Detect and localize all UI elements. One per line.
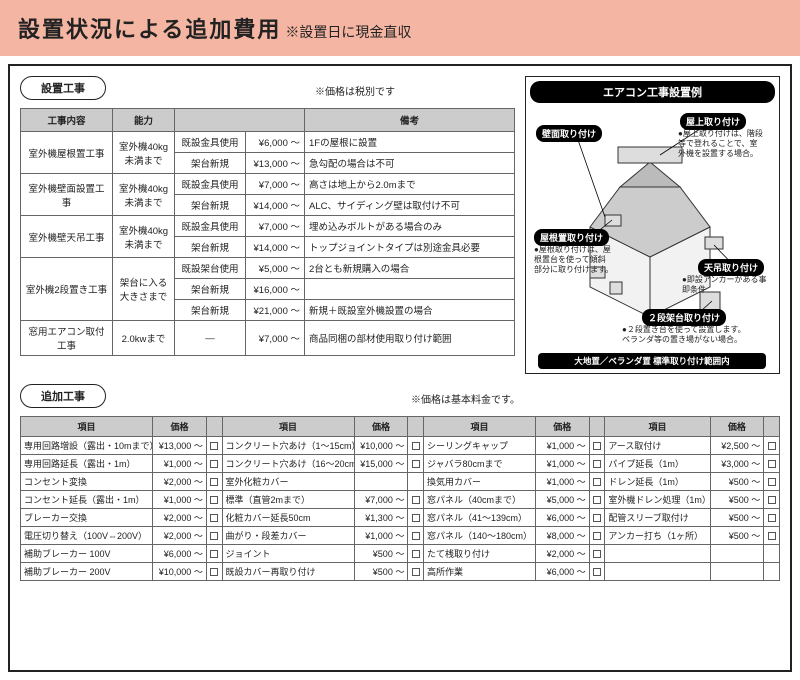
section1-tax-note: ※価格は税別です: [315, 83, 395, 98]
pill-ground: 大地置／ベランダ置 標準取り付け範囲内: [538, 353, 766, 369]
checkbox[interactable]: [210, 496, 218, 504]
header-title: 設置状況による追加費用: [18, 12, 281, 44]
checkbox[interactable]: [412, 514, 420, 522]
example-title: エアコン工事設置例: [530, 81, 775, 103]
note-roof: ●屋根取り付けは、屋根置台を使って傾斜部分に取り付けます。: [534, 245, 613, 275]
checkbox[interactable]: [593, 532, 601, 540]
note-roof-top: ●屋上取り付けは、階段等で登れることで、室外機を設置する場合。: [678, 129, 763, 159]
example-diagram: 壁面取り付け 屋上取り付け ●屋上取り付けは、階段等で登れることで、室外機を設置…: [530, 107, 775, 369]
section2-label: 追加工事: [20, 384, 106, 408]
checkbox[interactable]: [412, 550, 420, 558]
installation-table: 工事内容能力備考室外機屋根置工事室外機40kg未満まで既設金具使用¥6,000 …: [20, 108, 515, 356]
checkbox[interactable]: [210, 514, 218, 522]
checkbox[interactable]: [210, 568, 218, 576]
checkbox[interactable]: [768, 514, 776, 522]
note-two-tier: ●２段置き台を使って設置します。ベランダ等の置き場がない場合。: [622, 325, 746, 345]
pill-two-tier: ２段架台取り付け: [642, 309, 726, 326]
pill-ceiling: 天吊取り付け: [698, 259, 764, 276]
header-note: ※設置日に現金直収: [285, 22, 411, 42]
checkbox[interactable]: [593, 568, 601, 576]
section2-header: 追加工事 ※価格は基本料金です。: [20, 384, 780, 412]
additional-table: 項目価格項目価格項目価格項目価格専用回路増設（露出・10mまで）¥13,000 …: [20, 416, 780, 581]
checkbox[interactable]: [593, 460, 601, 468]
checkbox[interactable]: [412, 532, 420, 540]
checkbox[interactable]: [412, 496, 420, 504]
section2-note: ※価格は基本料金です。: [411, 391, 520, 406]
checkbox[interactable]: [768, 532, 776, 540]
checkbox[interactable]: [412, 460, 420, 468]
checkbox[interactable]: [593, 478, 601, 486]
pill-roof-top: 屋上取り付け: [680, 113, 746, 130]
checkbox[interactable]: [593, 496, 601, 504]
content-frame: 設置工事 ※価格は税別です 工事内容能力備考室外機屋根置工事室外機40kg未満ま…: [8, 64, 792, 672]
note-ceiling: ●即設アンカーがある事即条件: [682, 275, 767, 295]
top-row: 設置工事 ※価格は税別です 工事内容能力備考室外機屋根置工事室外機40kg未満ま…: [20, 76, 780, 374]
checkbox[interactable]: [210, 550, 218, 558]
checkbox[interactable]: [210, 532, 218, 540]
checkbox[interactable]: [412, 442, 420, 450]
example-box: エアコン工事設置例: [525, 76, 780, 374]
section1-label: 設置工事: [20, 76, 106, 100]
checkbox[interactable]: [768, 496, 776, 504]
pill-wall: 壁面取り付け: [536, 125, 602, 142]
checkbox[interactable]: [593, 442, 601, 450]
checkbox[interactable]: [768, 478, 776, 486]
example-column: エアコン工事設置例: [525, 76, 780, 374]
checkbox[interactable]: [593, 550, 601, 558]
checkbox[interactable]: [412, 568, 420, 576]
checkbox[interactable]: [768, 442, 776, 450]
installation-column: 設置工事 ※価格は税別です 工事内容能力備考室外機屋根置工事室外機40kg未満ま…: [20, 76, 515, 374]
header-banner: 設置状況による追加費用 ※設置日に現金直収: [0, 0, 800, 56]
checkbox[interactable]: [593, 514, 601, 522]
pill-roof: 屋根置取り付け: [534, 229, 609, 246]
checkbox[interactable]: [768, 460, 776, 468]
checkbox[interactable]: [210, 442, 218, 450]
checkbox[interactable]: [210, 460, 218, 468]
checkbox[interactable]: [210, 478, 218, 486]
